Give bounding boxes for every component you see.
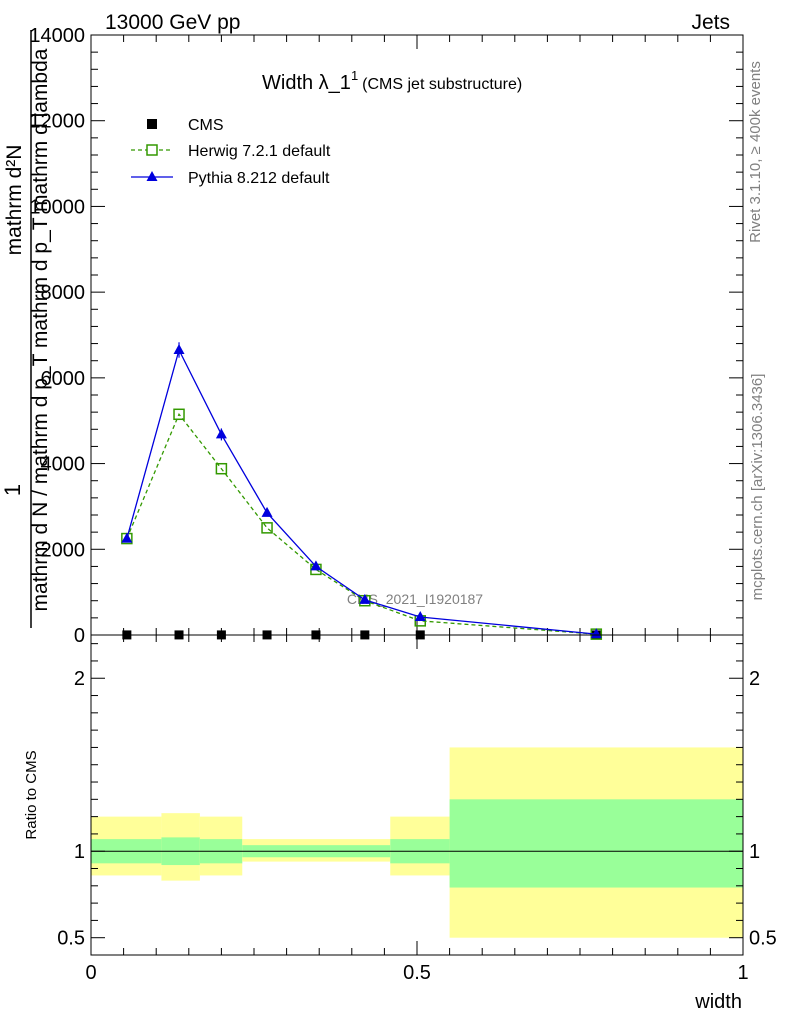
ratio-y-tick-label-right: 0.5 (749, 928, 777, 950)
legend-label-cms: CMS (188, 117, 224, 134)
legend-marker-pythia (146, 171, 158, 181)
x-axis-label: width (694, 991, 742, 1013)
main-y-tick-label: 0 (74, 625, 85, 647)
main-y-tick-label: 14000 (29, 25, 85, 47)
chart-title-sub: (CMS jet substructure) (362, 76, 522, 93)
x-tick-label: 0.5 (403, 962, 431, 984)
main-y-tick-label: 4000 (41, 454, 86, 476)
ratio-bands (91, 747, 743, 938)
herwig-point (173, 408, 185, 421)
pythia-point (121, 532, 133, 543)
pythia-point (261, 506, 273, 517)
chart-title-main: Width λ_1 (262, 72, 351, 94)
ratio-ylabel: Ratio to CMS (23, 750, 40, 839)
ratio-y-tick-label-right: 1 (749, 841, 760, 863)
ylabel-frac-top: mathrm d²N (3, 145, 26, 256)
series-line-2 (126, 348, 597, 635)
ylabel-one: 1 (0, 484, 25, 496)
main-panel: 0 2000 4000 6000 8000 10000 12000 14000 CMS_202… (29, 25, 744, 647)
ratio-panel: 0.5 0.51 12 2 0 0.5 1 Ratio to CMS width (23, 634, 777, 1013)
pythia-point (414, 611, 426, 621)
ratio-y-tick-label: 1 (74, 841, 85, 863)
herwig-point (261, 522, 273, 534)
main-y-tick-label: 12000 (29, 111, 85, 133)
pythia-point (310, 560, 322, 571)
ratio-y-tick-label-right: 2 (749, 668, 760, 690)
main-ylabel: 1 mathrm d²N mathrm d N / mathrm d p_T m… (0, 30, 52, 628)
header-energy-label: 13000 GeV pp (105, 11, 240, 34)
ratio-inner-band (449, 799, 743, 888)
pythia-point (173, 344, 185, 354)
pythia-point (590, 628, 602, 639)
analysis-watermark: CMS_2021_I1920187 (347, 591, 483, 607)
legend-label-herwig: Herwig 7.2.1 default (188, 143, 331, 160)
legend-label-pythia: Pythia 8.212 default (188, 170, 330, 187)
rivet-version-label: Rivet 3.1.10, ≥ 400k events (747, 61, 764, 243)
ylabel-frac-bottom: mathrm d N / mathrm d p_T mathrm d p_T m… (29, 48, 52, 611)
main-y-tick-label: 6000 (41, 368, 86, 390)
series-line-1 (126, 413, 597, 635)
legend-marker-cms (147, 119, 157, 129)
chart-title-sup: 1 (351, 68, 358, 83)
mcplots-source-label: mcplots.cern.ch [arXiv:1306.3436] (749, 374, 766, 601)
legend: CMS Herwig 7.2.1 default Pythia 8.212 de… (131, 117, 331, 187)
pythia-point (359, 593, 371, 604)
x-tick-label: 1 (737, 962, 748, 984)
main-y-tick-label: 2000 (41, 539, 86, 561)
legend-marker-herwig (146, 144, 158, 156)
x-axis: 0 0.5 1 (85, 635, 749, 984)
header-jets-label: Jets (691, 11, 730, 34)
ratio-y-tick-label: 0.5 (57, 928, 85, 950)
ratio-y-axis: 0.5 0.5 1 1 2 2 (57, 643, 777, 950)
main-y-tick-label: 8000 (41, 282, 86, 304)
x-tick-label: 0 (85, 962, 96, 984)
chart-title: Width λ_11 (CMS jet substructure) (262, 68, 522, 94)
pythia-point (215, 428, 227, 439)
herwig-point (215, 462, 228, 475)
main-y-tick-label: 10000 (29, 196, 85, 218)
ratio-y-tick-label: 2 (74, 668, 85, 690)
main-y-axis: 0 2000 4000 6000 8000 10000 12000 14000 (29, 25, 743, 647)
